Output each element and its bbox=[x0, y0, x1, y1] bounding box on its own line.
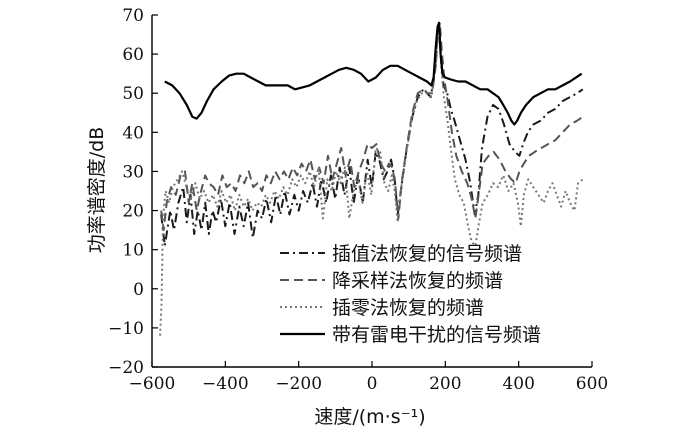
x-tick-label: 0 bbox=[367, 374, 378, 394]
x-tick-label: 400 bbox=[502, 374, 534, 394]
y-tick-label: 0 bbox=[133, 280, 144, 300]
y-tick-label: 50 bbox=[122, 84, 144, 104]
x-tick-label: −600 bbox=[129, 374, 176, 394]
legend-label-4: 带有雷电干扰的信号频谱 bbox=[332, 324, 541, 346]
y-axis-title: 功率谱密度/dB bbox=[86, 127, 108, 254]
x-tick-label: −400 bbox=[202, 374, 249, 394]
x-tick-label: −200 bbox=[275, 374, 322, 394]
series-line-4 bbox=[164, 21, 583, 126]
x-tick-label: 200 bbox=[429, 374, 461, 394]
y-tick-label: −10 bbox=[108, 319, 144, 339]
x-tick-label: 600 bbox=[576, 374, 608, 394]
y-tick-label: 10 bbox=[122, 241, 144, 261]
legend-label-3: 插零法恢复的频谱 bbox=[332, 297, 484, 319]
series-line-1 bbox=[160, 25, 584, 247]
y-tick-label: 40 bbox=[122, 123, 144, 143]
ticks: −600 −400 −200 0 200 400 600 −20 −10 0 10 20 30 40 50 6… bbox=[108, 6, 608, 394]
legend-label-1: 插值法恢复的信号频谱 bbox=[332, 243, 522, 265]
series-line-2 bbox=[160, 21, 584, 232]
x-axis-title: 速度/(m·s⁻¹) bbox=[314, 406, 425, 428]
plot-lines bbox=[159, 21, 584, 336]
y-tick-label: 20 bbox=[122, 202, 144, 222]
y-tick-label: 60 bbox=[122, 45, 144, 65]
y-tick-label: −20 bbox=[108, 358, 144, 378]
y-tick-label: 30 bbox=[122, 162, 144, 182]
legend-label-2: 降采样法恢复的频谱 bbox=[332, 270, 503, 292]
y-tick-label: 70 bbox=[122, 6, 144, 26]
series-line-3 bbox=[159, 29, 584, 336]
